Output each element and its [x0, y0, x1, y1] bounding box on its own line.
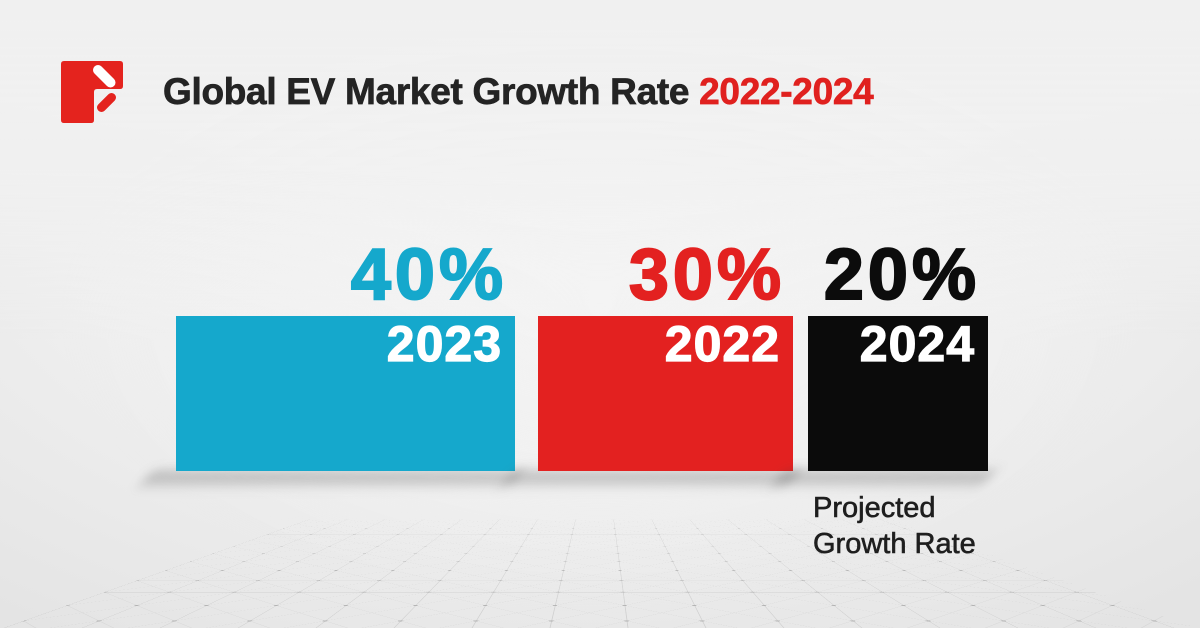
page-title: Global EV Market Growth Rate 2022-2024 — [163, 71, 874, 112]
bar-rect-2024: 2024 — [808, 316, 988, 471]
bar-value-label: 20% — [823, 235, 980, 315]
bar-value-label: 30% — [628, 235, 785, 315]
page-title-years: 2022-2024 — [699, 71, 874, 112]
bar-group-2023: 40% 2023 — [138, 238, 521, 489]
bar-group-2024: 20% 2024 Projected Growth Rate — [770, 238, 994, 560]
bar-value-label: 40% — [350, 235, 507, 315]
bar-floor-shadow — [138, 472, 521, 489]
bar-rect-2022: 2022 — [538, 316, 793, 471]
bar-floor-shadow — [770, 472, 994, 489]
bar-floor-shadow — [500, 472, 799, 489]
bar-year-label: 2023 — [386, 316, 502, 372]
bar-rect-2023: 2023 — [176, 316, 515, 471]
annotation-projected-growth-rate: Projected Growth Rate — [813, 492, 976, 561]
bar-year-label: 2024 — [859, 316, 975, 372]
bar-group-2022: 30% 2022 — [500, 238, 799, 489]
bar-year-label: 2022 — [664, 316, 780, 372]
forward-chevron-icon — [61, 61, 123, 123]
page-title-text: Global EV Market Growth Rate — [163, 71, 690, 112]
brand-logo — [61, 61, 123, 123]
